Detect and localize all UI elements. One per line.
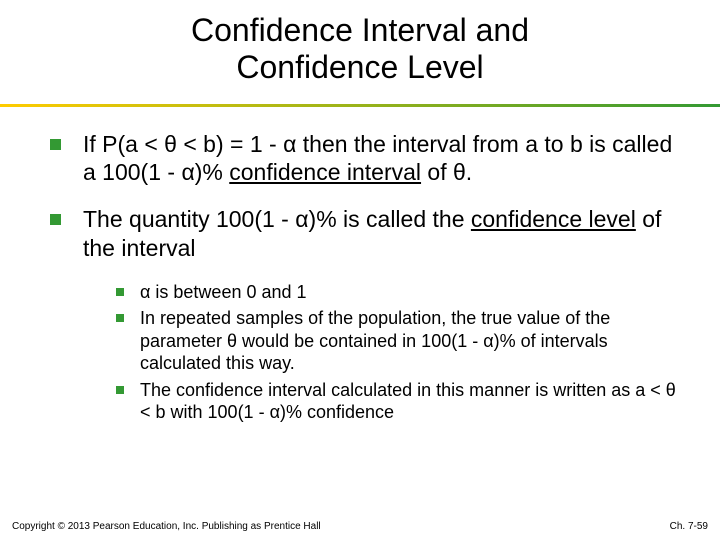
bullet-text: The quantity 100(1 - α)% is called the c…	[83, 205, 680, 263]
square-bullet-icon	[116, 288, 124, 296]
slide-footer: Copyright © 2013 Pearson Education, Inc.…	[12, 521, 708, 532]
list-item: The quantity 100(1 - α)% is called the c…	[50, 205, 680, 424]
slide-title-block: Confidence Interval and Confidence Level	[0, 0, 720, 94]
square-bullet-icon	[50, 139, 61, 150]
main-bullet-list: If P(a < θ < b) = 1 - α then the interva…	[50, 130, 680, 424]
square-bullet-icon	[116, 314, 124, 322]
list-item: α is between 0 and 1	[116, 281, 680, 304]
sub-bullet-text: α is between 0 and 1	[140, 281, 307, 304]
page-number: Ch. 7-59	[670, 521, 708, 532]
slide-title-line2: Confidence Level	[0, 49, 720, 86]
title-underline	[0, 104, 720, 107]
square-bullet-icon	[116, 386, 124, 394]
slide-content: If P(a < θ < b) = 1 - α then the interva…	[0, 112, 720, 424]
list-item: The confidence interval calculated in th…	[116, 379, 680, 424]
copyright-text: Copyright © 2013 Pearson Education, Inc.…	[12, 521, 321, 532]
list-item: In repeated samples of the population, t…	[116, 307, 680, 375]
sub-bullet-text: The confidence interval calculated in th…	[140, 379, 680, 424]
sub-bullet-list: α is between 0 and 1 In repeated samples…	[116, 281, 680, 424]
sub-bullet-text: In repeated samples of the population, t…	[140, 307, 680, 375]
bullet-text: If P(a < θ < b) = 1 - α then the interva…	[83, 130, 680, 188]
list-item: If P(a < θ < b) = 1 - α then the interva…	[50, 130, 680, 188]
slide-title-line1: Confidence Interval and	[0, 12, 720, 49]
square-bullet-icon	[50, 214, 61, 225]
